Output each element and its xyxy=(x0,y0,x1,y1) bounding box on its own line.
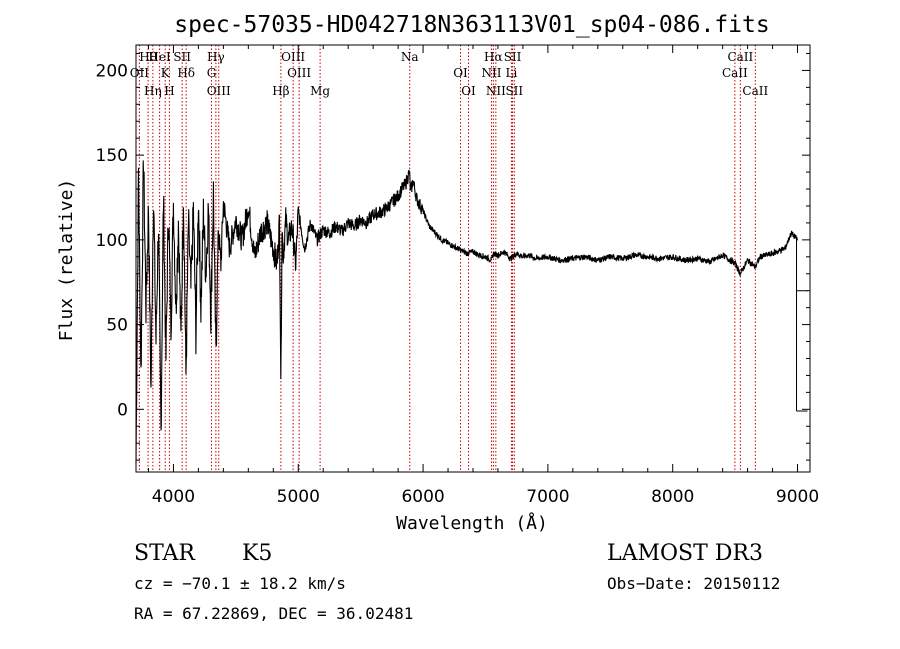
redshift-cz: cz = −70.1 ± 18.2 km/s xyxy=(134,574,346,593)
emission-line-markers xyxy=(138,45,756,472)
axis-ticks: 4000 5000 6000 7000 8000 9000 0 50 100 150 200 xyxy=(96,45,819,507)
emission-line-label: OI xyxy=(453,66,468,80)
y-tick-label: 0 xyxy=(117,400,128,420)
emission-line-label: OI xyxy=(461,84,476,98)
spectrum-line xyxy=(135,160,798,465)
emission-line-label: OIII xyxy=(281,50,305,64)
emission-line-label: CaII xyxy=(727,50,753,64)
emission-line-label: NII xyxy=(481,66,501,80)
emission-line-label: Mg xyxy=(310,84,330,98)
x-tick-label: 7000 xyxy=(526,487,569,507)
emission-line-label: H xyxy=(164,84,174,98)
emission-line-label: G xyxy=(207,66,217,80)
emission-line-label: CaII xyxy=(722,66,748,80)
emission-line-label: OII xyxy=(130,66,150,80)
y-tick-label: 50 xyxy=(106,316,128,336)
coordinates: RA = 67.22869, DEC = 36.02481 xyxy=(134,604,413,623)
chart-title: spec-57035-HD042718N363113V01_sp04-086.f… xyxy=(174,12,769,38)
x-tick-label: 5000 xyxy=(277,487,320,507)
emission-line-label: Hθ xyxy=(139,50,157,64)
x-axis-label: Wavelength (Å) xyxy=(396,512,548,534)
emission-line-label: Hβ xyxy=(272,84,289,98)
emission-line-label: OIII xyxy=(207,84,231,98)
x-tick-label: 6000 xyxy=(401,487,444,507)
emission-line-label: SII xyxy=(504,50,522,64)
emission-line-label: Na xyxy=(401,50,419,64)
y-tick-label: 150 xyxy=(96,146,128,166)
emission-line-label: Hα xyxy=(484,50,503,64)
object-class: STAR xyxy=(134,541,196,566)
emission-line-label: K xyxy=(161,66,171,80)
emission-line-label: CaII xyxy=(742,84,768,98)
y-tick-label: 100 xyxy=(96,231,128,251)
emission-line-label: OIII xyxy=(287,66,311,80)
plot-frame xyxy=(135,44,811,473)
emission-line-label: Hη xyxy=(144,84,162,98)
subclass: K5 xyxy=(242,541,272,566)
emission-line-labels: Hθ OII Hη HeI KH SII Hδ OIII Hγ G Hβ OIII OIII Mg Na OI… xyxy=(130,50,769,98)
observation-date: Obs−Date: 20150112 xyxy=(607,574,780,593)
emission-line-label: NII xyxy=(486,84,506,98)
y-tick-label: 200 xyxy=(96,61,128,81)
emission-line-label: Li xyxy=(506,66,518,80)
emission-line-label: SII xyxy=(173,50,191,64)
x-tick-label: 8000 xyxy=(651,487,694,507)
x-tick-label: 9000 xyxy=(776,487,819,507)
y-axis-label: Flux (relative) xyxy=(56,179,77,342)
emission-line-label: SII xyxy=(505,84,523,98)
x-tick-label: 4000 xyxy=(152,487,195,507)
emission-line-label: Hγ xyxy=(207,50,225,64)
emission-line-label: Hδ xyxy=(177,66,195,80)
survey-name: LAMOST DR3 xyxy=(607,541,763,566)
spectrum-end-segment xyxy=(796,239,808,412)
emission-line-label: HeI xyxy=(148,50,171,64)
